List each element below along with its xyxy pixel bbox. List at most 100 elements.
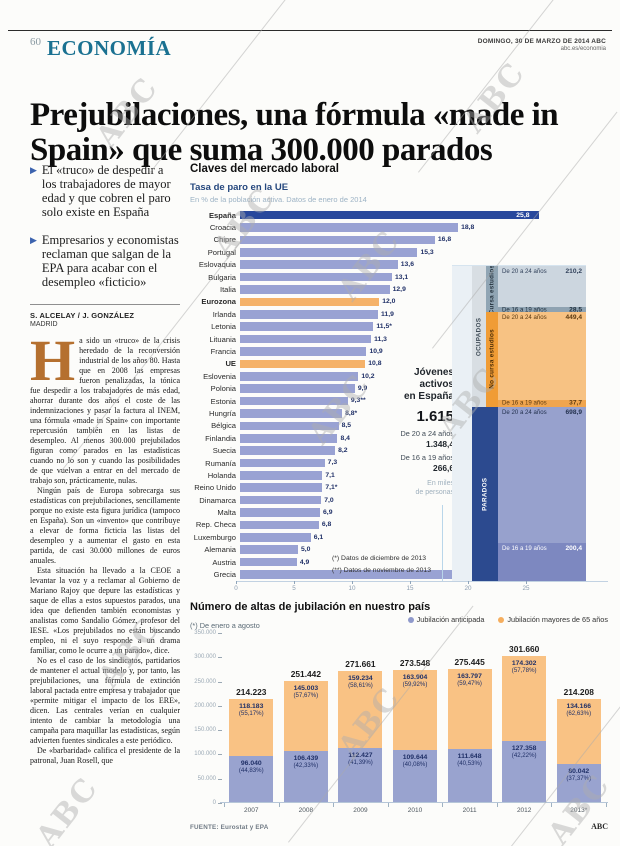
bar-total-label: 275.445 [454, 657, 485, 668]
youth-total: 1.615 [416, 408, 454, 426]
year-bar-2007: 214.223 118.183 (55,17%) 96.040 (44,83%) [224, 633, 279, 803]
unemployment-row: Croacia 18,8 [190, 221, 608, 233]
bar-croacia [240, 223, 459, 232]
axis-tick-label: 20 [464, 585, 472, 592]
bar-value: 25,8 [516, 211, 530, 219]
content: ▶ El «truco» de despedir a los trabajado… [30, 163, 608, 831]
source-text: FUENTE: Eurostat y EPA [190, 824, 269, 831]
unemployment-row: España 25,8 [190, 209, 608, 221]
y-axis-label: 50.000 [197, 775, 216, 782]
year-bar-2010: 273.548 163.904 (59,92%) 109.644 (40,08%) [388, 633, 443, 803]
bar-value: 9,3** [350, 397, 366, 405]
byline-divider [30, 304, 180, 305]
bar-total-label: 214.223 [236, 686, 267, 697]
unemployment-row: Portugal 15,3 [190, 246, 608, 258]
country-label: Rep. Checa [195, 520, 236, 530]
bar-ue [240, 359, 366, 369]
y-axis-tick [218, 778, 222, 780]
bar-value: 7,3 [327, 459, 338, 467]
bar-total-label: 301.660 [509, 644, 540, 655]
legend-dot-icon [407, 616, 414, 623]
bar-alemania [240, 545, 298, 555]
bar-dinamarca [240, 495, 322, 505]
bar-holanda [240, 471, 323, 480]
headline: Prejubilaciones, una fórmula «made in Sp… [30, 97, 559, 169]
unemployment-row: Luxemburgo 6,1 [190, 531, 608, 543]
retirement-chart-subrow: (*) De enero a agosto Jubilación anticip… [190, 615, 608, 630]
legend-dot-icon [498, 616, 505, 623]
bar-value: 11,3 [374, 335, 387, 343]
x-axis-tick [606, 803, 607, 807]
bullet-arrow-icon: ▶ [30, 234, 37, 245]
x-axis-tick [333, 803, 335, 807]
x-axis-tick [551, 803, 553, 807]
axis-tick-label: 10 [348, 585, 356, 592]
byline-location: MADRID [30, 321, 58, 328]
axis-tickmark [294, 581, 295, 584]
infographic-column: Claves del mercado laboral Tasa de paro … [190, 163, 608, 831]
bar-value: 12,0 [382, 298, 396, 306]
segment-mayores65: 159.234 (58,61%) [338, 671, 383, 749]
axis-tickmark [236, 581, 237, 584]
section-title: ECONOMÍA [47, 36, 172, 60]
bullet-arrow-icon: ▶ [30, 165, 37, 175]
bar-value: 10,9 [369, 347, 383, 355]
youth-unit-note: En miles de personas [415, 480, 454, 497]
segment-mayores65: 174.302 (57,78%) [502, 656, 547, 742]
country-label: Irlanda [212, 309, 236, 319]
year-bar-2008: 251.442 145.003 (57,67%) 106.439 (42,33%) [279, 633, 334, 803]
axis-tick-label: 0 [234, 585, 238, 592]
chart-footnotes: (*) Datos de diciembre de 2013 (**) Dato… [332, 555, 431, 575]
bar-value: 11,5* [376, 323, 392, 331]
year-bar-2009: 271.661 159.234 (58,61%) 112.427 (41,39%) [333, 633, 388, 803]
unemployment-row: Irlanda 11,9 [190, 308, 608, 320]
retirement-chart-subtitle: (*) De enero a agosto [190, 621, 260, 630]
year-label: 2010 [407, 807, 423, 814]
youth-title: Jóvenes activos en España [403, 367, 454, 402]
country-label: Reino Unido [194, 483, 236, 493]
bar-italia [240, 285, 390, 294]
y-axis-tick [218, 705, 222, 707]
bar-espa-a [240, 210, 540, 220]
bar-value: 4,9 [299, 558, 310, 566]
bar-value: 13,6 [400, 261, 414, 269]
youth-segment: De 20 a 24 años 698,9 [498, 407, 586, 544]
unemployment-row: Chipre 16,8 [190, 234, 608, 246]
year-bar-2011: 275.445 163.797 (59,47%) 111.648 (40,53%) [442, 633, 497, 803]
unemployment-row: Alemania 5,0 [190, 544, 608, 556]
x-axis-tick [224, 803, 225, 807]
legend-label: Jubilación mayores de 65 años [507, 615, 608, 624]
y-axis-label: 150.000 [194, 727, 216, 734]
unemployment-row: Francia 10,9 [190, 345, 608, 357]
bar-value: 15,3 [420, 248, 434, 256]
unemployment-row: Hungría 8,8* [190, 407, 608, 419]
unemployment-row: Bulgaria 13,1 [190, 271, 608, 283]
axis-tick-label: 5 [292, 585, 296, 592]
y-axis-tick [218, 803, 222, 804]
country-label: Italia [219, 285, 236, 295]
country-label: Eslovaquia [198, 260, 236, 270]
unemployment-row: Bélgica 8,5 [190, 420, 608, 432]
infographic-title: Claves del mercado laboral [190, 163, 339, 175]
bar-value: 10,8 [368, 360, 382, 368]
country-label: Letonia [211, 322, 236, 332]
youth-segment: De 16 a 19 años 37,7 [498, 399, 586, 408]
bar-value: 6,9 [323, 508, 333, 516]
bar-total-label: 273.548 [399, 658, 431, 669]
unemployment-row: Rep. Checa 6,8 [190, 519, 608, 531]
youth-segment: De 20 a 24 años 449,4 [498, 312, 586, 400]
unemployment-row: Austria 4,9 [190, 556, 608, 568]
axis-tickmark [410, 581, 411, 584]
year-labels: 2007 2008 2009 2010 2011 2012 2013* [224, 807, 606, 814]
unemployment-row: Polonia 9,9 [190, 382, 608, 394]
youth-breakdown-value: 266,6 [433, 463, 454, 474]
x-axis-line [220, 802, 608, 803]
country-label: Bulgaria [208, 272, 236, 282]
bar-reino-unido [240, 483, 323, 493]
unemployment-row: Malta 6,9 [190, 506, 608, 518]
unemployment-row: Eslovenia 10,2 [190, 370, 608, 382]
x-axis-tick [387, 803, 389, 807]
bar-value: 8,2 [338, 447, 348, 455]
country-label: España [208, 210, 236, 220]
bar-value: 7,1* [325, 484, 338, 492]
